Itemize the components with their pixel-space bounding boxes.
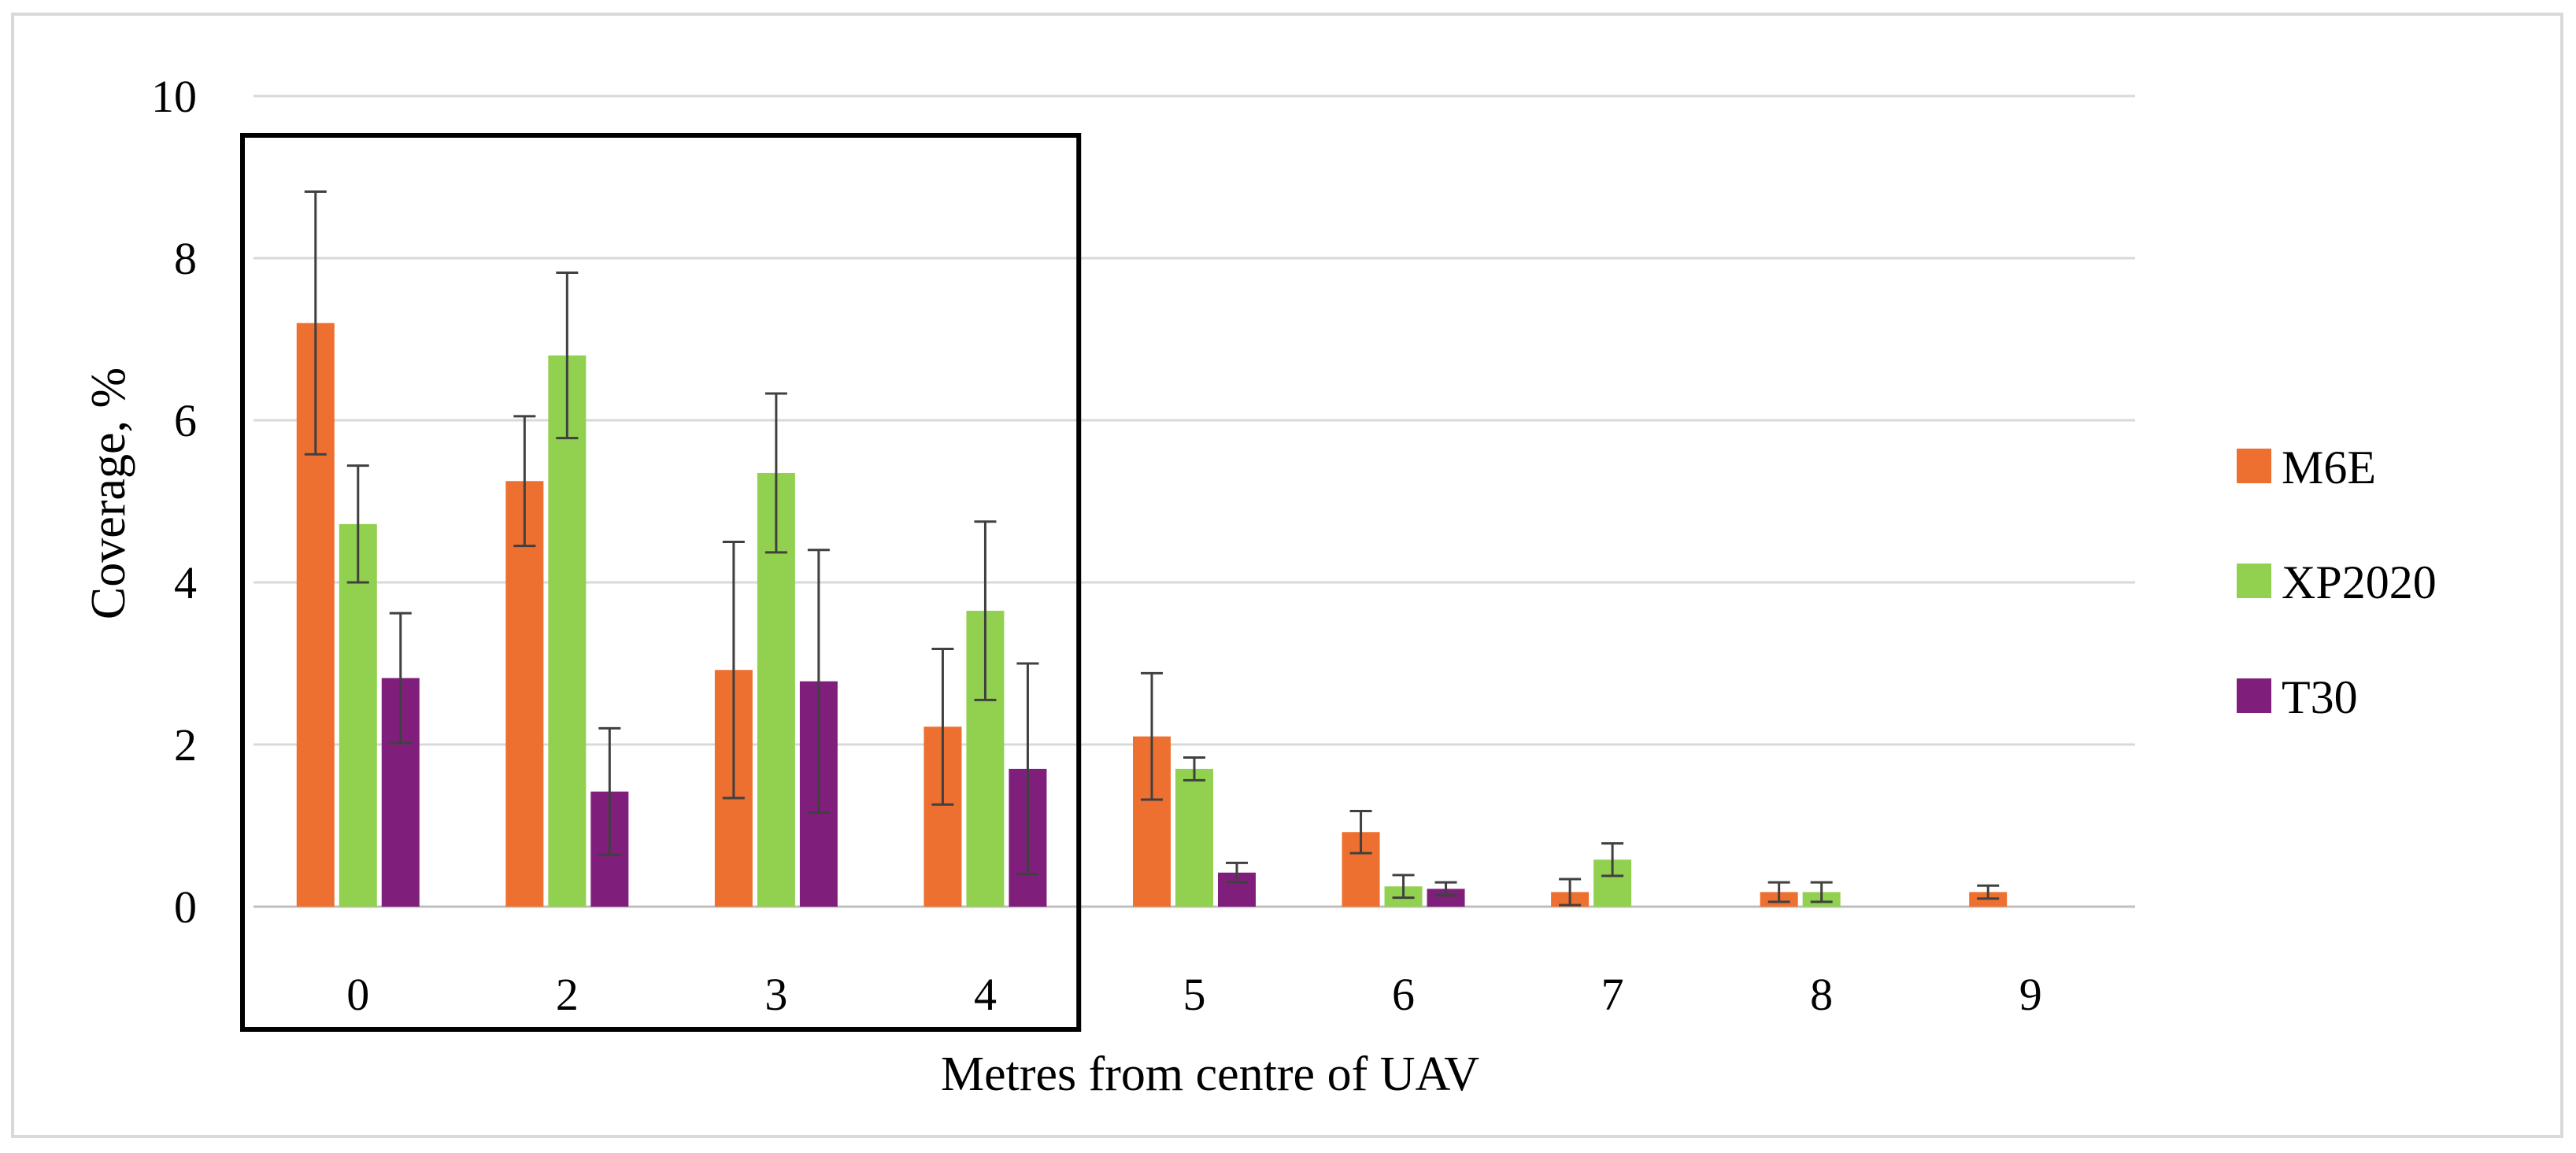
x-tick-labels: 0 2 3 4 5 6 7 8 9	[346, 969, 2041, 1020]
bar-xp2020-5	[1175, 768, 1213, 907]
x-tick-label: 7	[1601, 969, 1624, 1020]
y-tick-label: 6	[174, 395, 197, 446]
error-bars	[304, 190, 2000, 907]
bars	[296, 323, 2008, 907]
y-tick-label: 0	[174, 881, 197, 933]
legend-label-xp2020: XP2020	[2282, 556, 2437, 608]
x-tick-label: 6	[1392, 969, 1415, 1020]
bar-xp2020-2	[548, 355, 587, 907]
y-tick-label: 4	[174, 557, 197, 608]
x-tick-label: 8	[1810, 969, 1833, 1020]
x-tick-label: 0	[346, 969, 369, 1020]
legend-label-m6e: M6E	[2282, 442, 2376, 493]
y-tick-label: 2	[174, 719, 197, 771]
x-axis-title: Metres from centre of UAV	[941, 1048, 1479, 1101]
bar-m6e-2	[505, 481, 544, 907]
chart-frame	[11, 13, 2563, 1138]
bar-t30-6	[1427, 889, 1465, 907]
x-tick-label: 9	[2019, 969, 2042, 1020]
legend: M6E XP2020 T30	[2237, 442, 2437, 723]
x-tick-label: 4	[974, 969, 997, 1020]
highlight-box	[240, 133, 1082, 1032]
x-tick-label: 2	[556, 969, 579, 1020]
legend-swatch-xp2020	[2237, 564, 2271, 598]
legend-swatch-t30	[2237, 678, 2271, 713]
y-tick-label: 8	[174, 233, 197, 284]
y-tick-labels: 0 2 4 6 8 10	[151, 71, 197, 933]
x-tick-label: 3	[764, 969, 787, 1020]
legend-label-t30: T30	[2282, 671, 2358, 723]
y-axis-title: Coverage, %	[82, 368, 135, 619]
bar-xp2020-0	[339, 523, 377, 907]
y-tick-label: 10	[151, 71, 197, 122]
legend-swatch-m6e	[2237, 449, 2271, 483]
x-tick-label: 5	[1183, 969, 1206, 1020]
